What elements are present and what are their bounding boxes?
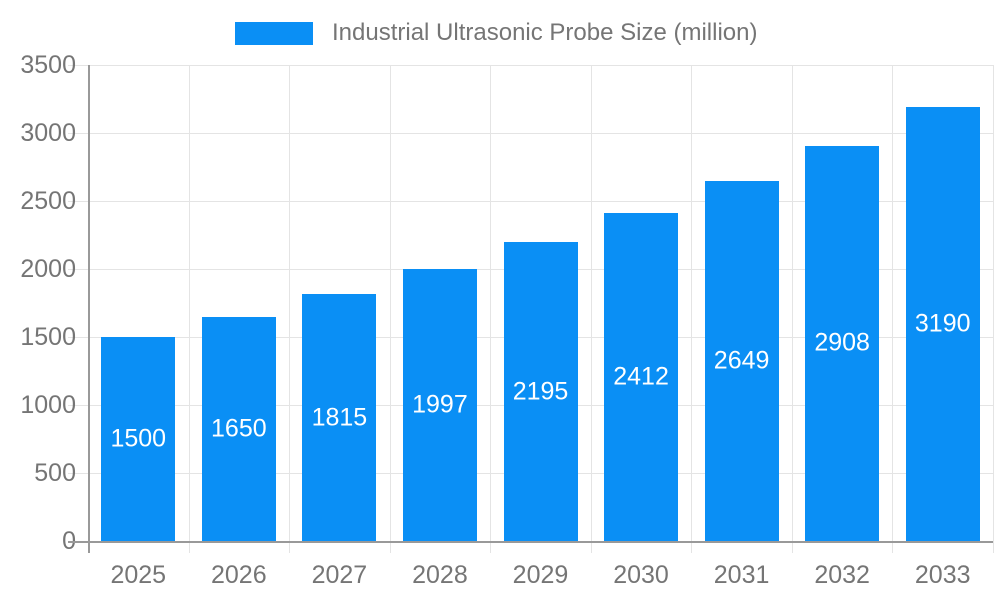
y-axis-tick-label: 1000	[20, 391, 76, 419]
y-axis-line	[88, 65, 90, 553]
bar-2028[interactable]: 1997	[402, 269, 477, 541]
gridline-v	[389, 65, 391, 553]
bar-value-label: 1650	[211, 414, 267, 443]
bar-value-label: 2195	[512, 377, 569, 406]
x-axis-line	[68, 541, 993, 543]
legend-label: Industrial Ultrasonic Probe Size (millio…	[332, 19, 758, 46]
x-axis-tick-label: 2031	[713, 561, 770, 589]
bar-value-label: 1500	[110, 424, 167, 453]
gridline-v	[892, 65, 894, 553]
gridline-v	[289, 65, 291, 553]
bar-2032[interactable]: 2908	[805, 145, 880, 541]
gridline-h	[68, 65, 993, 66]
gridline-v	[791, 65, 793, 553]
legend[interactable]: Industrial Ultrasonic Probe Size (millio…	[235, 18, 757, 48]
gridline-h	[68, 133, 993, 134]
x-axis-tick-label: 2029	[512, 561, 569, 589]
x-axis-tick-label: 2033	[914, 561, 971, 589]
bar-2030[interactable]: 2412	[604, 212, 679, 541]
y-axis-tick-label: 3500	[20, 51, 76, 79]
x-axis-tick-label: 2025	[110, 561, 167, 589]
bar-value-label: 3190	[914, 309, 971, 338]
bar-value-label: 1997	[412, 390, 468, 419]
bar-value-label: 2908	[814, 328, 870, 357]
bar-value-label: 1815	[311, 403, 368, 432]
x-axis-tick-label: 2030	[613, 561, 669, 589]
bar-2026[interactable]: 1650	[201, 316, 276, 541]
y-axis-tick-label: 3000	[20, 119, 76, 147]
bar-value-label: 2412	[613, 362, 669, 391]
gridline-v	[590, 65, 592, 553]
gridline-v	[490, 65, 492, 553]
y-axis-tick-label: 0	[0, 529, 76, 554]
bar-2025[interactable]: 1500	[101, 337, 176, 541]
bar-2031[interactable]: 2649	[704, 180, 779, 541]
gridline-v	[691, 65, 693, 553]
x-axis-tick-label: 2032	[814, 561, 870, 589]
x-axis-tick-label: 2028	[412, 561, 468, 589]
y-axis-tick-label: 2000	[20, 255, 76, 283]
legend-swatch	[235, 21, 313, 45]
bar-2027[interactable]: 1815	[302, 294, 377, 541]
gridline-h	[68, 201, 993, 202]
bar-2029[interactable]: 2195	[503, 242, 578, 541]
y-axis-tick-label: 2500	[20, 187, 76, 215]
bar-2033[interactable]: 3190	[905, 107, 980, 541]
bar-value-label: 2649	[713, 346, 770, 375]
x-axis-tick-label: 2027	[311, 561, 368, 589]
gridline-v	[993, 65, 994, 553]
x-axis-tick-label: 2026	[211, 561, 267, 589]
gridline-v	[188, 65, 190, 553]
y-axis-tick-label: 1500	[20, 323, 76, 351]
y-axis-tick-label: 500	[34, 459, 76, 487]
